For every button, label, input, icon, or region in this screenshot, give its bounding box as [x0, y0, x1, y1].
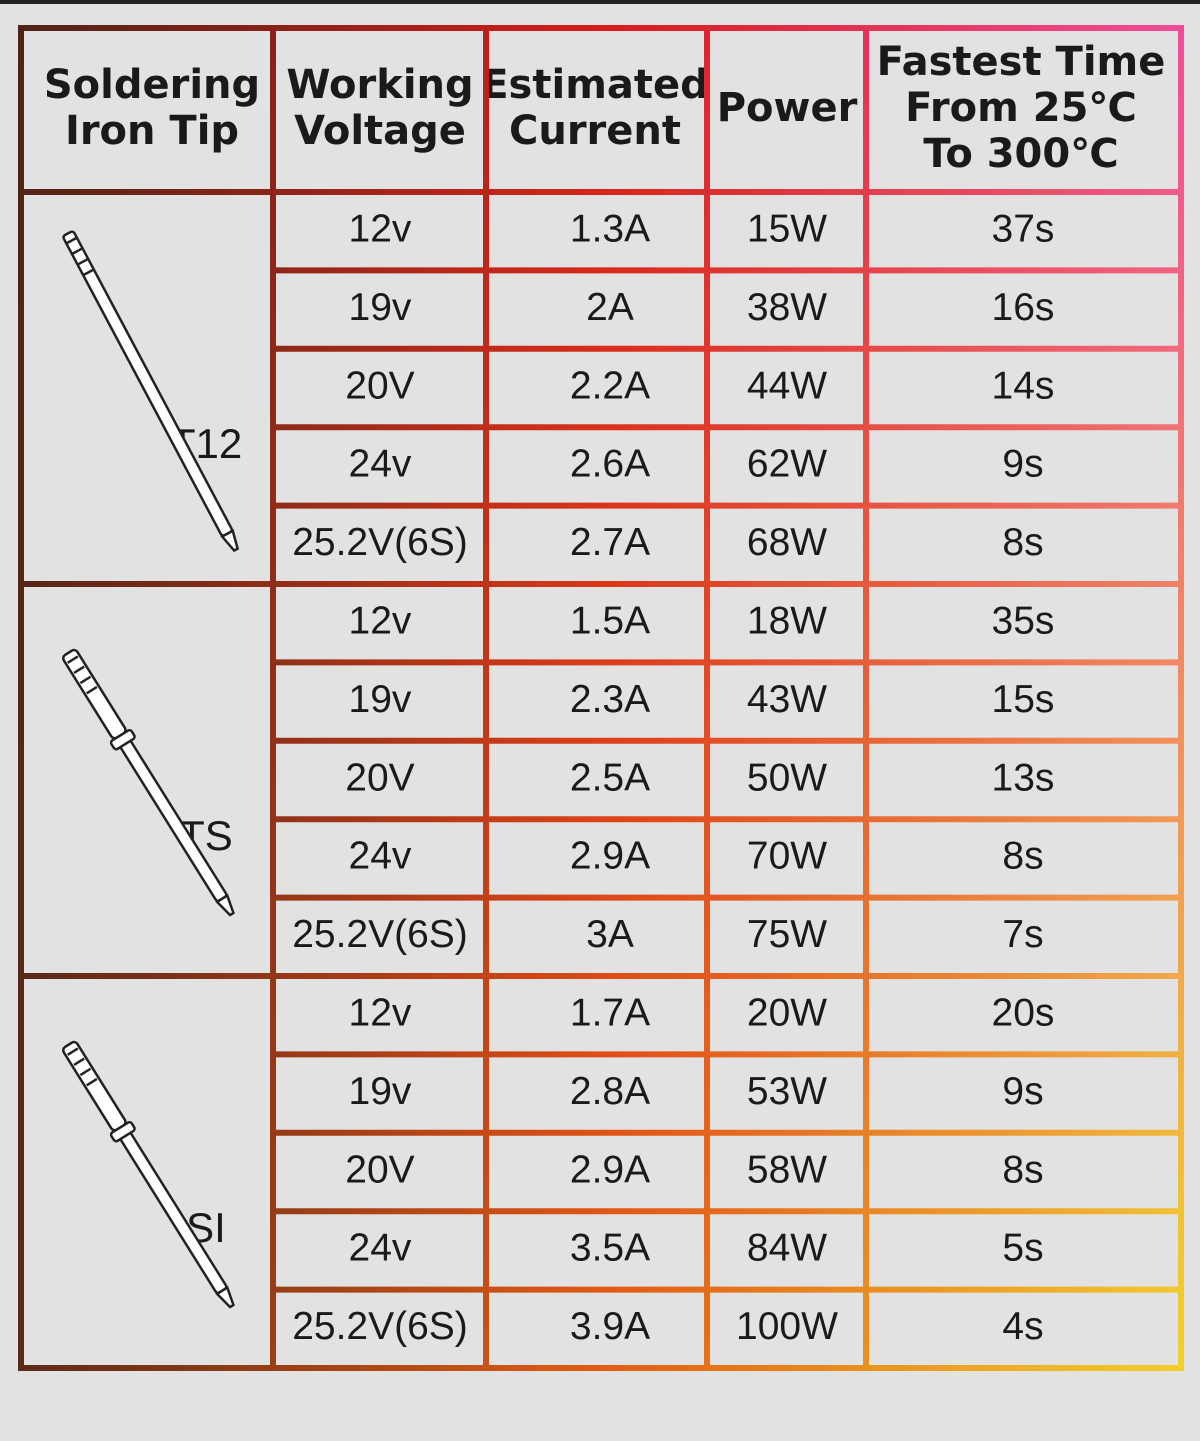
cell-text: 24v: [349, 443, 412, 486]
cell-text: 16s: [992, 286, 1055, 329]
header-text: Fastest Time: [877, 39, 1166, 85]
cell-text: 7s: [1002, 913, 1043, 956]
cell-text: 1.7A: [570, 991, 650, 1034]
cell-text: 2.8A: [570, 1070, 650, 1113]
cell-text: 25.2V(6S): [292, 1305, 468, 1348]
cell-text: 4s: [1002, 1305, 1043, 1348]
cell-text: 50W: [747, 756, 827, 799]
cell-text: 58W: [747, 1148, 827, 1191]
cell-text: 12v: [349, 991, 412, 1034]
cell-text: 9s: [1002, 1070, 1043, 1113]
cell-text: 2.2A: [570, 364, 650, 407]
cell-text: 19v: [349, 1070, 412, 1113]
cell-text: 62W: [747, 443, 827, 486]
cell-text: 43W: [747, 678, 827, 721]
cell-text: 2.3A: [570, 678, 650, 721]
cell-text: 20s: [992, 991, 1055, 1034]
top-bar: [0, 0, 1200, 4]
cell-text: 20W: [747, 991, 827, 1034]
cell-text: 2A: [586, 286, 634, 329]
cell-text: 20V: [345, 1148, 414, 1191]
header-text: Voltage: [294, 108, 466, 154]
cell-text: 5s: [1002, 1227, 1043, 1270]
cell-text: 84W: [747, 1227, 827, 1270]
header-text: To 300℃: [923, 131, 1118, 177]
cell-text: 37s: [992, 207, 1055, 250]
cell-text: 35s: [992, 599, 1055, 642]
cell-text: 1.5A: [570, 599, 650, 642]
cell-text: 18W: [747, 599, 827, 642]
cell-text: 14s: [992, 364, 1055, 407]
cell-text: 12v: [349, 599, 412, 642]
cell-text: 24v: [349, 835, 412, 878]
header-text: Estimated: [481, 62, 709, 108]
header-text: Power: [717, 85, 858, 131]
tip-icon: [61, 1040, 235, 1309]
cell-text: 2.6A: [570, 443, 650, 486]
cell-text: 8s: [1002, 521, 1043, 564]
cell-text: 20V: [345, 756, 414, 799]
header-text: Soldering: [44, 62, 260, 108]
cell-text: 25.2V(6S): [292, 521, 468, 564]
tip-icon: [62, 230, 240, 553]
header-text: Current: [509, 108, 681, 154]
cell-text: 19v: [349, 678, 412, 721]
cell-text: 100W: [736, 1305, 838, 1348]
cell-text: 24v: [349, 1227, 412, 1270]
cell-text: 70W: [747, 835, 827, 878]
cell-text: 19v: [349, 286, 412, 329]
cell-text: 2.9A: [570, 835, 650, 878]
cell-text: 20V: [345, 364, 414, 407]
cell-text: 53W: [747, 1070, 827, 1113]
cell-text: 68W: [747, 521, 827, 564]
header-text: From 25℃: [905, 85, 1137, 131]
cell-text: 2.5A: [570, 756, 650, 799]
cell-text: 3A: [586, 913, 634, 956]
header-text: Iron Tip: [65, 108, 239, 154]
cell-text: 3.9A: [570, 1305, 650, 1348]
cell-text: 38W: [747, 286, 827, 329]
cell-text: 8s: [1002, 1148, 1043, 1191]
cell-text: 1.3A: [570, 207, 650, 250]
cell-text: 44W: [747, 364, 827, 407]
cell-text: 2.7A: [570, 521, 650, 564]
cell-text: 13s: [992, 756, 1055, 799]
cell-text: 25.2V(6S): [292, 913, 468, 956]
cell-text: 9s: [1002, 443, 1043, 486]
cell-text: 15W: [747, 207, 827, 250]
cell-text: 8s: [1002, 835, 1043, 878]
cell-text: 15s: [992, 678, 1055, 721]
cell-text: 2.9A: [570, 1148, 650, 1191]
header-text: Working: [286, 62, 473, 108]
cell-text: 75W: [747, 913, 827, 956]
cell-text: 3.5A: [570, 1227, 650, 1270]
tip-icon: [61, 648, 235, 917]
cell-text: 12v: [349, 207, 412, 250]
